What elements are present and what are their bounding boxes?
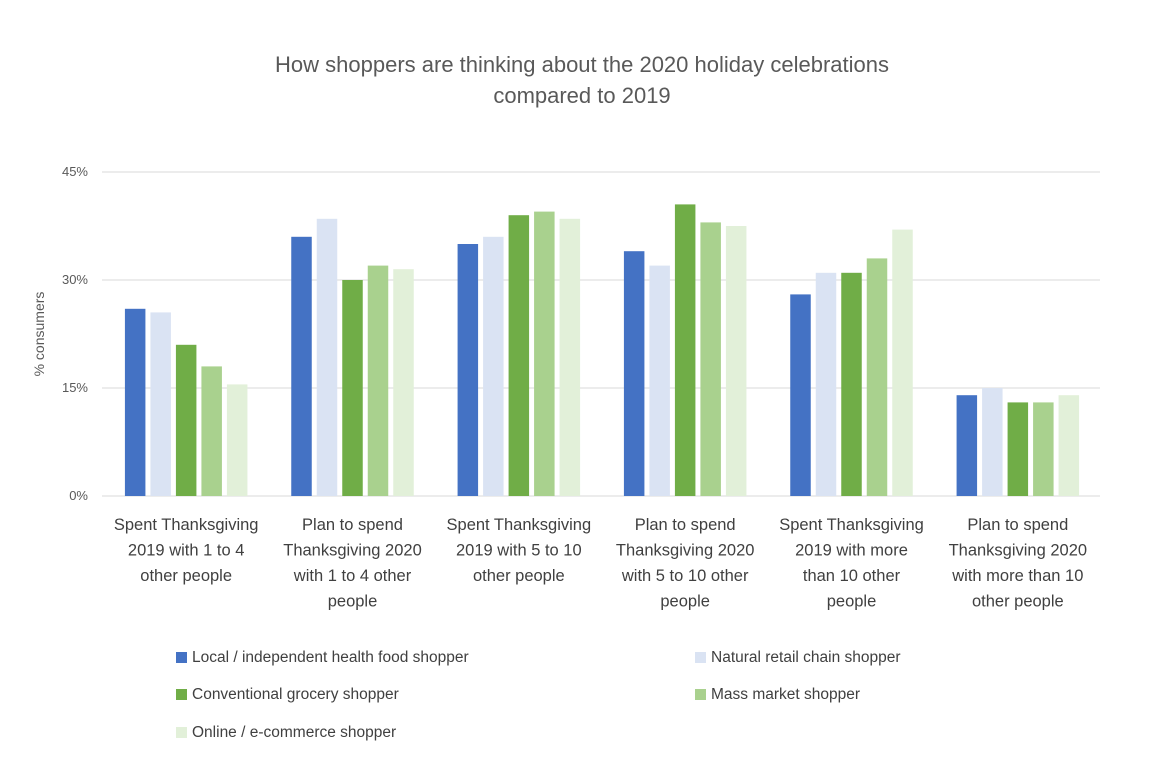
category-label: other people — [473, 567, 565, 585]
bar — [1058, 395, 1080, 496]
category-label: than 10 other — [803, 567, 901, 585]
bar — [316, 218, 338, 497]
legend: Local / independent health food shopper N… — [176, 649, 901, 741]
category-label: Plan to spend — [967, 516, 1068, 534]
bar — [892, 229, 913, 496]
legend-swatch — [695, 689, 706, 700]
legend-label: Conventional grocery shopper — [192, 686, 399, 703]
y-tick-label: 30% — [62, 272, 88, 287]
bar — [508, 215, 530, 496]
legend-label: Online / e-commerce shopper — [192, 724, 396, 741]
category-label: with more than 10 — [951, 567, 1083, 585]
gridlines — [102, 171, 1100, 497]
bar — [175, 344, 197, 496]
category-label: people — [660, 593, 710, 611]
legend-swatch — [176, 727, 187, 738]
bar — [457, 244, 479, 496]
chart-title-line: How shoppers are thinking about the 2020… — [275, 52, 889, 77]
category-label: people — [827, 593, 877, 611]
bar — [982, 388, 1003, 496]
category-label: 2019 with 1 to 4 — [128, 542, 245, 560]
bar — [623, 251, 645, 496]
y-axis-title: % consumers — [31, 292, 47, 377]
legend-label: Natural retail chain shopper — [711, 649, 901, 666]
legend-swatch — [176, 652, 187, 663]
bar — [534, 211, 555, 496]
category-label: Spent Thanksgiving — [114, 516, 259, 534]
bar — [559, 218, 581, 497]
bar — [815, 272, 837, 496]
category-label: Spent Thanksgiving — [447, 516, 592, 534]
category-label: other people — [140, 567, 232, 585]
category-label: Spent Thanksgiving — [779, 516, 924, 534]
bars — [124, 204, 1080, 497]
bar — [150, 312, 171, 496]
legend-label: Local / independent health food shopper — [192, 649, 469, 666]
bar — [700, 222, 721, 496]
y-tick-label: 15% — [62, 380, 88, 395]
bar — [291, 236, 312, 497]
bar — [1033, 402, 1054, 496]
bar — [841, 272, 862, 496]
chart-title: How shoppers are thinking about the 2020… — [275, 52, 889, 108]
bar — [674, 204, 696, 496]
category-label: people — [328, 593, 378, 611]
category-label: other people — [972, 593, 1064, 611]
bar — [649, 265, 670, 496]
y-axis-ticks: 0% 15% 30% 45% — [62, 164, 88, 503]
bar — [367, 265, 389, 496]
bar — [393, 269, 414, 496]
category-label: 2019 with more — [795, 542, 908, 560]
bar — [956, 395, 978, 496]
bar — [124, 308, 146, 496]
category-label: Thanksgiving 2020 — [283, 542, 422, 560]
category-label: Plan to spend — [302, 516, 403, 534]
bar — [1007, 402, 1029, 496]
category-label: Thanksgiving 2020 — [616, 542, 755, 560]
bar — [201, 366, 222, 496]
category-label: with 5 to 10 other — [621, 567, 749, 585]
bar — [866, 258, 888, 496]
bar — [226, 384, 248, 496]
y-tick-label: 0% — [69, 488, 88, 503]
bar — [483, 236, 504, 497]
category-label: 2019 with 5 to 10 — [456, 542, 582, 560]
bar — [790, 294, 811, 496]
category-label: Plan to spend — [635, 516, 736, 534]
y-axis-label: % consumers — [31, 292, 47, 377]
y-tick-label: 45% — [62, 164, 88, 179]
legend-label: Mass market shopper — [711, 686, 860, 703]
bar — [725, 226, 747, 496]
legend-swatch — [695, 652, 706, 663]
legend-swatch — [176, 689, 187, 700]
category-labels: Spent Thanksgiving 2019 with 1 to 4 other … — [114, 516, 1087, 611]
category-label: with 1 to 4 other — [293, 567, 412, 585]
bar — [342, 280, 363, 496]
category-label: Thanksgiving 2020 — [949, 542, 1088, 560]
chart-title-line: compared to 2019 — [493, 83, 670, 108]
